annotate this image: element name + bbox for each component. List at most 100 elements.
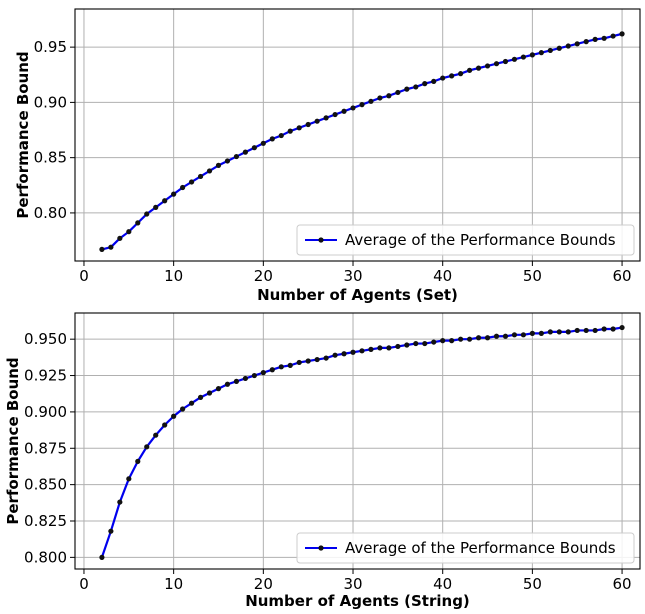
- data-point: [520, 54, 527, 60]
- data-point: [547, 47, 553, 54]
- data-point: [431, 78, 437, 84]
- data-point: [359, 348, 365, 354]
- x-tick-label: 0: [79, 575, 89, 593]
- data-point: [171, 191, 177, 197]
- data-point: [601, 35, 607, 41]
- data-point: [126, 476, 132, 482]
- data-point: [215, 386, 222, 392]
- data-point: [619, 324, 625, 331]
- x-tick-label: 10: [164, 267, 183, 285]
- x-tick-label: 30: [343, 575, 362, 593]
- data-point: [153, 432, 159, 438]
- data-point: [565, 43, 571, 49]
- data-point: [171, 413, 177, 419]
- x-tick-label: 30: [343, 267, 362, 285]
- data-point: [305, 358, 311, 364]
- data-point: [413, 340, 419, 347]
- data-point: [529, 52, 535, 58]
- data-point: [583, 39, 589, 45]
- data-point: [278, 364, 284, 370]
- data-point: [99, 554, 105, 560]
- series-group: [99, 31, 625, 252]
- data-point: [180, 406, 186, 412]
- data-point: [269, 136, 275, 142]
- x-tick-label: 50: [523, 267, 542, 285]
- data-point: [493, 61, 500, 67]
- data-point: [287, 362, 293, 368]
- y-tick-label: 0.800: [24, 548, 67, 566]
- data-point: [619, 31, 625, 37]
- chart-set: 0 10 20 30 40 50 60 0.80 0.85 0.90 0.95 Number of…: [14, 8, 641, 304]
- data-point: [520, 332, 527, 338]
- plot-frame: [74, 8, 641, 262]
- data-point: [386, 345, 392, 351]
- data-point: [583, 327, 589, 334]
- data-point: [404, 342, 410, 348]
- data-point: [475, 65, 482, 71]
- data-point: [502, 333, 509, 339]
- data-point: [117, 235, 123, 241]
- data-point: [350, 105, 356, 111]
- data-point: [368, 346, 374, 352]
- data-point: [197, 173, 204, 180]
- data-point: [314, 356, 320, 363]
- data-point: [458, 71, 464, 77]
- data-point: [377, 95, 383, 101]
- data-point: [251, 145, 257, 151]
- data-point: [162, 422, 168, 428]
- data-point: [368, 98, 374, 104]
- data-point: [592, 36, 598, 42]
- x-tick-label: 60: [613, 267, 632, 285]
- data-point: [574, 327, 580, 334]
- data-point: [144, 444, 150, 450]
- data-point: [350, 349, 356, 355]
- data-point: [305, 121, 311, 128]
- data-point: [449, 338, 455, 344]
- data-point: [511, 56, 518, 62]
- x-tick-label: 20: [254, 575, 273, 593]
- y-axis-ticks: 0.80 0.85 0.90 0.95: [34, 38, 75, 222]
- y-axis-label: Performance Bound: [14, 51, 32, 218]
- data-point: [260, 370, 266, 376]
- data-point: [386, 93, 392, 99]
- legend-box: [296, 224, 635, 256]
- data-point: [565, 329, 571, 335]
- data-point: [404, 86, 410, 92]
- x-tick-label: 60: [613, 575, 632, 593]
- x-axis-label: Number of Agents (String): [245, 592, 470, 610]
- y-tick-label: 0.85: [34, 149, 67, 167]
- data-point: [484, 335, 491, 341]
- data-point: [135, 458, 141, 464]
- y-tick-label: 0.900: [24, 403, 67, 421]
- data-point: [188, 400, 195, 406]
- data-point: [395, 343, 401, 350]
- y-tick-label: 0.825: [24, 512, 67, 530]
- x-tick-label: 40: [433, 267, 452, 285]
- legend-label: Average of the Performance Bounds: [345, 539, 616, 557]
- data-point: [332, 352, 338, 358]
- x-tick-label: 50: [523, 575, 542, 593]
- data-point: [341, 351, 347, 357]
- y-tick-label: 0.80: [34, 204, 67, 222]
- data-point: [117, 499, 123, 505]
- x-tick-label: 0: [79, 267, 89, 285]
- data-point: [162, 198, 168, 204]
- x-axis-ticks: 0 10 20 30 40 50 60: [79, 261, 632, 285]
- data-point: [251, 372, 257, 379]
- data-point: [242, 375, 248, 382]
- y-tick-label: 0.925: [24, 367, 67, 385]
- data-point: [233, 378, 240, 384]
- data-point: [180, 184, 186, 191]
- data-point: [467, 336, 473, 342]
- data-point: [206, 168, 213, 174]
- data-point: [493, 333, 500, 339]
- data-point: [314, 118, 320, 124]
- data-point: [449, 73, 455, 79]
- y-axis-ticks: 0.800 0.825 0.850 0.875 0.900 0.925 0.950: [24, 330, 75, 566]
- data-point: [296, 125, 302, 131]
- data-point: [242, 149, 248, 155]
- data-point: [413, 84, 419, 90]
- legend: Average of the Performance Bounds: [296, 532, 635, 564]
- legend: Average of the Performance Bounds: [296, 224, 635, 256]
